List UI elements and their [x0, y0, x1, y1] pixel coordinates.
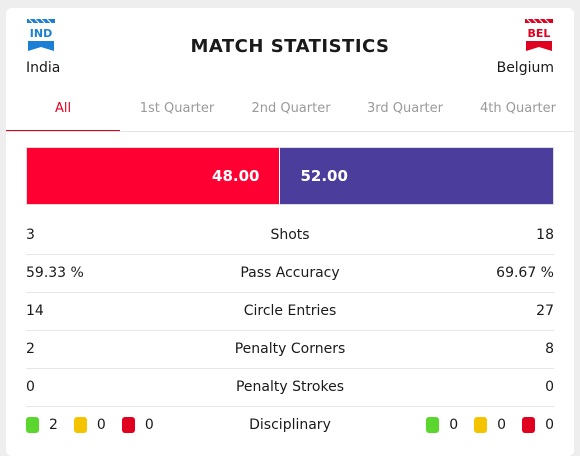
- green-card-count: 2: [49, 417, 58, 433]
- tab-2nd-quarter[interactable]: 2nd Quarter: [251, 101, 331, 116]
- svg-text:BEL: BEL: [528, 27, 551, 40]
- home-disciplinary-cards: 2 0 0: [26, 406, 170, 444]
- tabs-divider: [6, 131, 574, 132]
- stat-row-pass-accuracy: 59.33 % Pass Accuracy 69.67 %: [26, 254, 554, 293]
- stat-row-shots: 3 Shots 18: [26, 216, 554, 255]
- stat-label: Disciplinary: [249, 417, 331, 433]
- match-statistics-card: IND India MATCH STATISTICS BEL Belgium A…: [6, 8, 574, 456]
- yellow-card-icon: [474, 417, 488, 433]
- away-disciplinary-cards: 0 0 0: [426, 406, 554, 444]
- stat-label: Shots: [270, 227, 310, 243]
- tab-all[interactable]: All: [6, 98, 120, 132]
- possession-bar: 48.00 52.00: [26, 147, 554, 205]
- page-title: MATCH STATISTICS: [190, 36, 390, 57]
- green-card-icon: [426, 417, 440, 433]
- india-flag-icon: IND: [27, 18, 55, 51]
- possession-home-segment: 48.00: [27, 148, 280, 204]
- home-team: IND India: [26, 18, 60, 76]
- away-team-name: Belgium: [496, 60, 554, 76]
- yellow-card-count: 0: [96, 417, 106, 433]
- red-card-icon: [121, 417, 135, 433]
- stat-label: Penalty Corners: [234, 341, 346, 357]
- quarter-tabs: All 1st Quarter 2nd Quarter 3rd Quarter …: [6, 98, 574, 132]
- red-card-icon: [522, 417, 536, 433]
- green-card-icon: [26, 417, 39, 433]
- possession-home-value: 48.00: [212, 167, 260, 185]
- stat-home-value: 59.33 %: [26, 265, 84, 281]
- stat-away-value: 18: [536, 227, 554, 243]
- stat-label: Pass Accuracy: [240, 265, 340, 281]
- tab-4th-quarter[interactable]: 4th Quarter: [480, 101, 556, 116]
- stat-label: Circle Entries: [243, 303, 337, 319]
- stat-away-value: 27: [536, 303, 554, 319]
- stat-row-penalty-strokes: 0 Penalty Strokes 0: [26, 368, 554, 407]
- tab-1st-quarter[interactable]: 1st Quarter: [139, 101, 215, 116]
- stat-away-value: 8: [545, 341, 554, 357]
- svg-text:IND: IND: [30, 27, 52, 40]
- tab-3rd-quarter[interactable]: 3rd Quarter: [367, 101, 443, 116]
- stat-row-penalty-corners: 2 Penalty Corners 8: [26, 330, 554, 369]
- green-card-count: 0: [449, 417, 459, 433]
- red-card-count: 0: [545, 417, 554, 433]
- stat-row-circle-entries: 14 Circle Entries 27: [26, 292, 554, 331]
- stat-home-value: 14: [26, 303, 44, 319]
- belgium-flag-icon: BEL: [525, 18, 553, 51]
- home-team-name: India: [26, 60, 61, 76]
- stat-home-value: 3: [26, 227, 35, 243]
- stat-away-value: 0: [545, 379, 554, 395]
- yellow-card-count: 0: [497, 417, 507, 433]
- stat-home-value: 2: [26, 341, 35, 357]
- stat-row-disciplinary: 2 0 0 Disciplinary 0 0 0: [26, 406, 554, 444]
- possession-away-segment: 52.00: [279, 148, 553, 204]
- red-card-count: 0: [144, 417, 154, 433]
- yellow-card-icon: [73, 417, 87, 433]
- stat-label: Penalty Strokes: [235, 379, 345, 395]
- away-team: BEL Belgium: [497, 18, 554, 76]
- stat-away-value: 69.67 %: [496, 265, 554, 281]
- possession-away-value: 52.00: [300, 167, 348, 185]
- stat-home-value: 0: [26, 379, 35, 395]
